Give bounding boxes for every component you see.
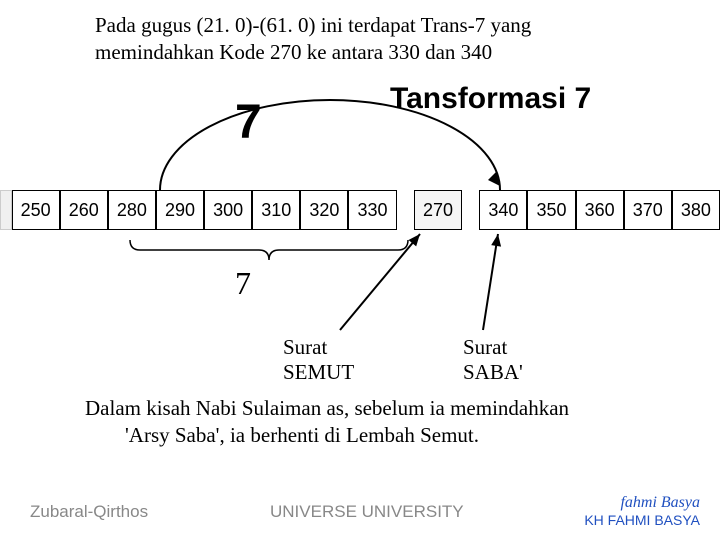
code-cell: 310 xyxy=(252,190,300,230)
code-strip: 250260280290300310320330 270 3403503603703… xyxy=(0,190,720,230)
strip-gap xyxy=(397,190,414,230)
surat-saba-l1: Surat xyxy=(463,335,507,359)
story-text: Dalam kisah Nabi Sulaiman as, sebelum ia… xyxy=(85,395,655,450)
code-cell: 290 xyxy=(156,190,204,230)
story-l2: 'Arsy Saba', ia berhenti di Lembah Semut… xyxy=(85,422,655,449)
strip-edge-left xyxy=(0,190,12,230)
surat-semut-label: Surat SEMUT xyxy=(283,335,354,385)
footer-right: fahmi Basya KH FAHMI BASYA xyxy=(584,494,700,528)
code-cell: 320 xyxy=(300,190,348,230)
brace-seven-label: 7 xyxy=(235,265,251,302)
code-cell: 340 xyxy=(479,190,527,230)
intro-text: Pada gugus (21. 0)-(61. 0) ini terdapat … xyxy=(95,12,615,67)
pointer-semut xyxy=(340,234,420,330)
story-l1: Dalam kisah Nabi Sulaiman as, sebelum ia… xyxy=(85,396,569,420)
code-cell: 280 xyxy=(108,190,156,230)
big-seven-label: 7 xyxy=(235,95,262,150)
surat-semut-l2: SEMUT xyxy=(283,360,354,384)
code-cell: 250 xyxy=(12,190,60,230)
diagram-svg xyxy=(0,0,720,540)
footer-left: Zubaral-Qirthos xyxy=(30,502,148,522)
footer-author: KH FAHMI BASYA xyxy=(584,512,700,528)
code-cell: 330 xyxy=(348,190,396,230)
code-cell: 260 xyxy=(60,190,108,230)
trans7-arrowhead xyxy=(488,172,500,186)
code-cell: 370 xyxy=(624,190,672,230)
code-cell: 350 xyxy=(527,190,575,230)
intro-line1: Pada gugus (21. 0)-(61. 0) ini terdapat … xyxy=(95,13,531,37)
intro-line2: memindahkan Kode 270 ke antara 330 dan 3… xyxy=(95,40,492,64)
pointer-semut-arrowhead xyxy=(408,234,420,246)
strip-gap xyxy=(462,190,479,230)
footer-center: UNIVERSE UNIVERSITY xyxy=(270,502,464,522)
footer-signature: fahmi Basya xyxy=(620,494,700,511)
code-cell: 270 xyxy=(414,190,462,230)
code-cell: 360 xyxy=(576,190,624,230)
surat-saba-l2: SABA' xyxy=(463,360,523,384)
surat-saba-label: Surat SABA' xyxy=(463,335,523,385)
tansformasi-title: Tansformasi 7 xyxy=(390,82,591,116)
code-cell: 300 xyxy=(204,190,252,230)
pointer-saba-arrowhead xyxy=(491,234,501,247)
code-cell: 380 xyxy=(672,190,720,230)
brace-curly xyxy=(130,240,408,260)
surat-semut-l1: Surat xyxy=(283,335,327,359)
pointer-saba xyxy=(483,234,498,330)
